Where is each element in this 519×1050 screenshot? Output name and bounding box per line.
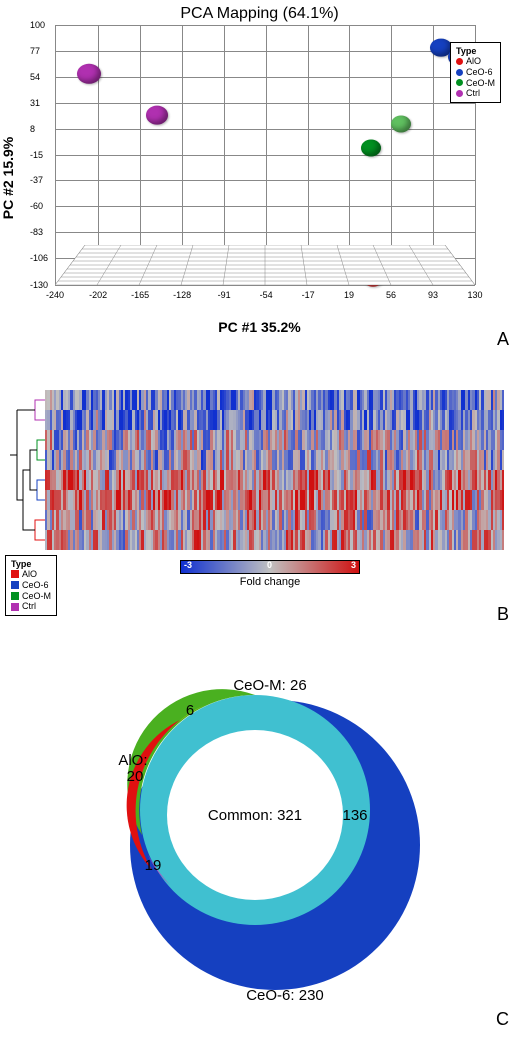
colorbar-label: Fold change xyxy=(180,576,360,588)
venn-label-common: Common: 321 xyxy=(207,807,301,824)
pca-xlabel: PC #1 35.2% xyxy=(218,319,301,335)
panel-label-c: C xyxy=(496,1009,509,1030)
pca-title: PCA Mapping (64.1%) xyxy=(0,0,519,23)
pca-ylabel: PC #2 15.9% xyxy=(0,137,16,220)
cb-mid: 0 xyxy=(267,560,272,570)
venn-diagram: CeO-M: 26 AlO: 20 6 19 Common: 321 136 C… xyxy=(60,660,460,1010)
venn-label-19: 19 xyxy=(144,857,161,874)
pca-legend: Type AlOCeO-6CeO-MCtrl xyxy=(450,42,501,103)
pca-point xyxy=(361,140,381,157)
heatmap-panel: Type AlOCeO-6CeO-MCtrl -3 0 3 Fold chang… xyxy=(0,380,519,640)
dendrogram xyxy=(5,390,45,550)
heatmap-legend: Type AlOCeO-6CeO-MCtrl xyxy=(5,555,57,616)
venn-label-ceo6: CeO-6: 230 xyxy=(246,987,324,1004)
panel-label-b: B xyxy=(497,604,509,625)
colorbar: -3 0 3 Fold change xyxy=(180,560,360,588)
pca-floor xyxy=(55,245,475,300)
heatmap-area xyxy=(45,390,505,550)
pca-point xyxy=(391,116,411,133)
legend-title: Type xyxy=(456,46,495,56)
venn-label-136: 136 xyxy=(342,807,367,824)
cb-min: -3 xyxy=(184,560,192,570)
cb-max: 3 xyxy=(351,560,356,570)
pca-point xyxy=(146,106,168,125)
venn-label-ceom: CeO-M: 26 xyxy=(233,677,306,694)
venn-label-6: 6 xyxy=(185,702,193,719)
venn-panel: CeO-M: 26 AlO: 20 6 19 Common: 321 136 C… xyxy=(0,660,519,1040)
panel-label-a: A xyxy=(497,329,509,350)
legend-title: Type xyxy=(11,559,51,569)
pca-panel: PCA Mapping (64.1%) PC #2 15.9% -240-202… xyxy=(0,0,519,340)
